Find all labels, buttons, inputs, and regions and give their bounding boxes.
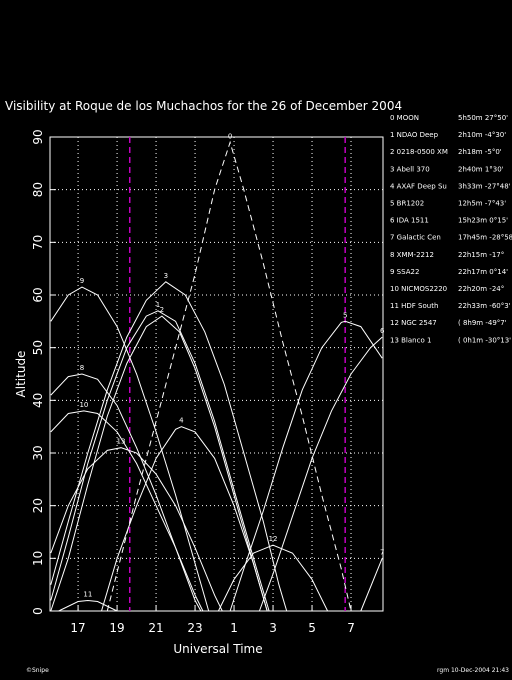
altitude-curve <box>50 315 268 612</box>
curve-label: 10 <box>79 401 88 409</box>
y-tick-label: 70 <box>31 235 45 250</box>
legend-name: 2 0218-0500 XM <box>390 148 448 156</box>
legend-name: 11 HDF South <box>390 302 438 310</box>
curve-label: 0 <box>228 132 232 140</box>
x-tick-label: 1 <box>230 621 238 635</box>
chart-title: Visibility at Roque de los Muchachos for… <box>5 99 402 113</box>
legend-coords: 2h40m 1°30' <box>458 165 504 173</box>
x-tick-label: 19 <box>109 621 124 635</box>
legend-coords: ( 0h1m -30°13' <box>458 336 511 344</box>
curve-label: 4 <box>179 417 184 425</box>
plot-frame <box>49 136 384 612</box>
legend-name: 4 AXAF Deep Su <box>390 182 447 190</box>
x-tick-label: 7 <box>347 621 355 635</box>
legend-name: 1 NDAO Deep <box>390 131 439 139</box>
altitude-curve <box>50 286 210 612</box>
curve-label: 5 <box>343 311 347 319</box>
legend-coords: 12h5m -7°43' <box>458 200 506 208</box>
legend-name: 5 BR1202 <box>390 200 424 208</box>
legend-name: 12 NGC 2547 <box>390 319 437 327</box>
legend-coords: 22h15m -17° <box>458 251 504 259</box>
curve-label: 6 <box>380 327 385 335</box>
altitude-curve <box>360 558 383 612</box>
y-tick-label: 40 <box>31 393 45 408</box>
altitude-curve <box>101 426 268 612</box>
x-tick-label: 23 <box>187 621 202 635</box>
altitude-curve <box>50 410 204 612</box>
altitude-curve <box>106 140 352 612</box>
altitude-curve <box>50 373 202 612</box>
x-axis-label: Universal Time <box>173 642 262 656</box>
altitude-curve <box>217 544 329 612</box>
legend-name: 8 XMM-2212 <box>390 251 434 259</box>
legend-name: 3 Abell 370 <box>390 165 430 173</box>
curve-label: 12 <box>269 535 278 543</box>
x-tick-label: 17 <box>70 621 85 635</box>
legend-coords: ( 8h9m -49°7' <box>458 319 507 327</box>
footer-left: ©Snipe <box>26 667 49 674</box>
altitude-curve <box>50 447 223 612</box>
y-tick-label: 0 <box>31 607 45 615</box>
curve-label: 3 <box>164 272 168 280</box>
legend-coords: 22h17m 0°14' <box>458 268 508 276</box>
y-tick-label: 50 <box>31 340 45 355</box>
legend-name: 0 MOON <box>390 114 419 122</box>
legend-coords: 2h10m -4°30' <box>458 131 506 139</box>
y-tick-label: 30 <box>31 445 45 460</box>
curve-label: 13 <box>117 438 126 446</box>
altitude-curve <box>50 310 270 612</box>
legend-coords: 2h18m -5°0' <box>458 148 502 156</box>
y-tick-label: 80 <box>31 182 45 197</box>
x-tick-label: 3 <box>269 621 277 635</box>
legend-coords: 5h50m 27°50' <box>458 114 508 122</box>
curve-label: 1 <box>156 301 160 309</box>
legend-coords: 22h20m -24° <box>458 285 504 293</box>
x-tick-label: 21 <box>148 621 163 635</box>
legend-name: 7 Galactic Cen <box>390 234 441 242</box>
y-tick-label: 60 <box>31 287 45 302</box>
legend-coords: 22h33m -60°3' <box>458 302 511 310</box>
y-tick-label: 10 <box>31 551 45 566</box>
y-axis-label: Altitude <box>14 351 28 398</box>
curve-label: 9 <box>80 277 84 285</box>
altitude-curve <box>50 281 288 612</box>
footer-right: rgm 10-Dec-2004 21:43 <box>437 667 509 674</box>
x-tick-label: 5 <box>308 621 316 635</box>
curve-label: 8 <box>80 364 84 372</box>
legend-coords: 15h23m 0°15' <box>458 217 508 225</box>
altitude-curve <box>58 599 118 612</box>
legend-name: 9 SSA22 <box>390 268 419 276</box>
legend-coords: 3h33m -27°48' <box>458 182 511 190</box>
y-tick-label: 90 <box>31 129 45 144</box>
curve-label: 7 <box>380 548 384 556</box>
legend-name: 6 IDA 1511 <box>390 217 429 225</box>
altitude-curve <box>258 336 383 612</box>
y-tick-label: 20 <box>31 498 45 513</box>
legend-name: 10 NICMOS2220 <box>390 285 447 293</box>
curve-label: 11 <box>83 590 92 598</box>
legend-coords: 17h45m -28°58' <box>458 234 512 242</box>
legend-name: 13 Blanco 1 <box>390 336 431 344</box>
curve-label: 2 <box>160 306 164 314</box>
altitude-curve <box>229 320 383 612</box>
